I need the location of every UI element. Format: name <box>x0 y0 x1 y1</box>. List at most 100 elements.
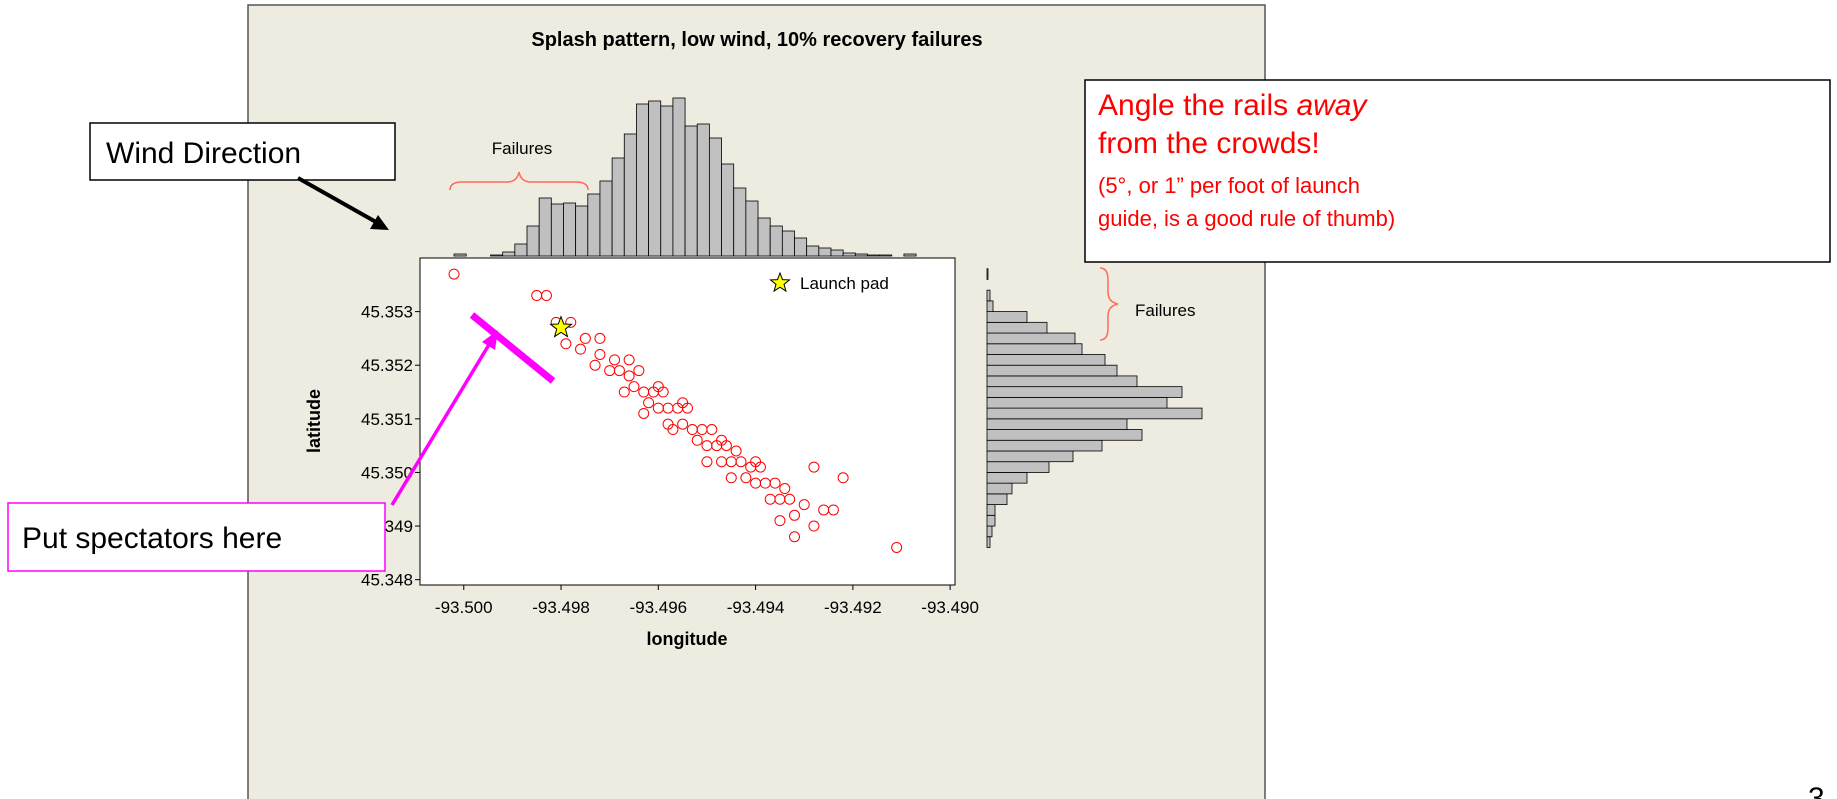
point <box>774 515 786 527</box>
histogram-bar <box>986 461 1050 473</box>
launch-pad <box>549 315 573 338</box>
histogram-bar <box>986 536 991 548</box>
legend-symbol <box>769 271 791 293</box>
point <box>633 365 645 377</box>
point <box>750 456 762 468</box>
point <box>643 397 655 409</box>
histogram-bar <box>986 364 1118 377</box>
histogram-bar <box>986 268 989 280</box>
histogram-bar <box>986 525 993 538</box>
callout-line: Angle the rails away <box>1098 89 1368 122</box>
histogram-bar <box>453 253 467 257</box>
point <box>448 268 460 280</box>
point <box>623 370 635 382</box>
histogram-bar <box>769 225 783 257</box>
marks: -93.500 -93.498 -93.496 -93.494 -93.492 -93.4… <box>361 97 1203 617</box>
histogram-bar <box>986 418 1128 430</box>
point <box>628 381 640 393</box>
histogram-bar <box>550 203 564 257</box>
x-tick-label: -93.496 <box>629 598 687 617</box>
x-axis-label: longitude <box>647 629 728 649</box>
histogram-bar <box>538 197 552 257</box>
point <box>891 541 903 553</box>
histogram-bar <box>818 247 832 257</box>
histogram-bar <box>842 252 856 257</box>
histogram-bar <box>986 354 1106 366</box>
spectators-box <box>7 502 386 572</box>
point <box>730 445 742 457</box>
spectator-arrow <box>390 342 492 506</box>
failures-brace <box>449 171 589 191</box>
callout-emphasis: away <box>1296 89 1368 122</box>
point <box>662 418 674 430</box>
legend-label: Launch pad <box>800 274 889 293</box>
histogram-bar <box>986 289 991 302</box>
histogram-bar <box>696 123 710 257</box>
histogram-bar <box>986 386 1183 398</box>
callout-line: from the crowds! <box>1098 127 1320 160</box>
point <box>837 472 849 484</box>
wind-box <box>89 122 396 181</box>
point <box>725 472 737 484</box>
plot-area <box>419 257 956 586</box>
histogram-bar <box>648 100 662 257</box>
point <box>540 290 552 302</box>
point <box>701 456 713 468</box>
histogram-bar <box>986 375 1138 388</box>
callout-box <box>1084 79 1831 263</box>
histogram-bar <box>986 332 1076 345</box>
histogram-bar <box>684 125 698 257</box>
histogram-bar <box>611 157 625 257</box>
y-tick-label: 45.348 <box>361 571 413 590</box>
point <box>623 354 635 366</box>
y-axis-label: latitude <box>304 389 324 453</box>
x-tick-label: -93.498 <box>532 598 590 617</box>
point <box>827 504 839 516</box>
point <box>589 359 601 371</box>
histogram-bar <box>986 493 1008 505</box>
histogram-bar <box>806 245 820 257</box>
histogram-bar <box>745 200 759 257</box>
spectators-label: Put spectators here <box>22 522 282 555</box>
point <box>779 483 791 495</box>
point <box>716 434 728 446</box>
histogram-bar <box>986 300 994 313</box>
x-tick-label: -93.494 <box>727 598 785 617</box>
arrow-head <box>370 215 389 230</box>
spectator-line <box>469 312 556 384</box>
histogram-bar <box>563 202 577 257</box>
histogram-bar <box>794 237 808 257</box>
histogram-bar <box>854 253 868 257</box>
callout-note: guide, is a good rule of thumb) <box>1098 206 1395 231</box>
y-tick-label: 45.353 <box>361 303 413 322</box>
callout-text: Angle the rails <box>1098 89 1296 122</box>
point <box>652 381 664 393</box>
histogram-bar <box>672 97 686 257</box>
point <box>808 520 820 532</box>
point <box>798 499 810 511</box>
histogram-bar <box>986 514 996 527</box>
point <box>565 316 577 328</box>
histogram-bar <box>867 254 881 257</box>
arrow-head <box>482 330 498 350</box>
point <box>808 461 820 473</box>
wind-arrow <box>297 176 377 224</box>
x-tick-label: -93.500 <box>435 598 493 617</box>
point <box>691 434 703 446</box>
y-tick-label: 45.350 <box>361 463 413 482</box>
point <box>575 343 586 355</box>
histogram-bar <box>986 482 1013 495</box>
histogram-bar <box>514 243 528 257</box>
histogram-bar <box>986 472 1028 484</box>
wind-label: Wind Direction <box>106 137 301 170</box>
point <box>735 456 747 468</box>
histogram-bar <box>830 249 844 257</box>
histogram-bar <box>986 407 1203 420</box>
histogram-bar <box>587 193 601 257</box>
point <box>784 493 796 505</box>
histogram-bar <box>903 253 917 257</box>
point <box>638 407 650 419</box>
histogram-bar <box>879 254 893 257</box>
y-tick-label: 45.351 <box>361 410 413 429</box>
page-number: 3 <box>1808 782 1825 799</box>
